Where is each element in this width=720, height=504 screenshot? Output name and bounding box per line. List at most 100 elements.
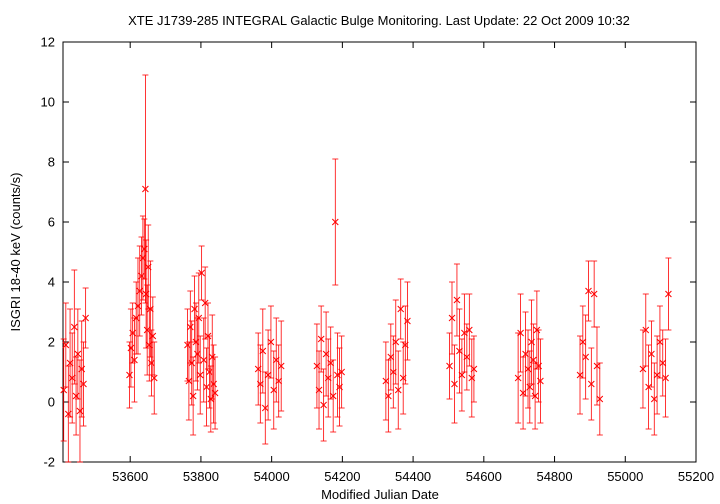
point-marker: [639, 365, 647, 373]
data-point: [189, 356, 197, 436]
y-tick-label: 8: [48, 155, 55, 170]
data-point: [191, 275, 198, 343]
y-tick-label: 6: [48, 215, 55, 230]
point-marker: [576, 371, 584, 379]
point-marker: [189, 392, 197, 400]
point-marker: [194, 350, 201, 358]
data-point: [138, 236, 145, 316]
point-marker: [329, 392, 337, 400]
point-marker: [196, 371, 204, 379]
data-point: [206, 335, 213, 409]
data-point: [382, 341, 390, 421]
point-marker: [211, 389, 219, 397]
point-marker: [456, 347, 463, 355]
data-point: [324, 338, 332, 418]
point-marker: [277, 362, 285, 370]
point-marker: [596, 395, 604, 403]
data-point: [149, 296, 157, 376]
point-marker: [149, 332, 157, 340]
data-point: [531, 362, 539, 430]
y-tick-label: -2: [43, 455, 55, 470]
point-marker: [522, 350, 529, 358]
data-point: [256, 344, 264, 424]
point-marker: [384, 392, 392, 400]
x-tick-label: 53600: [112, 469, 148, 484]
data-point: [576, 335, 584, 415]
point-marker: [453, 296, 461, 304]
y-ticks: -2 0 2 4 6 8 10 12: [41, 35, 696, 470]
y-axis-label: ISGRI 18-40 keV (counts/s): [8, 173, 23, 332]
point-marker: [317, 335, 325, 343]
point-marker: [198, 269, 205, 277]
point-marker: [272, 356, 280, 364]
data-point: [200, 317, 208, 403]
point-marker: [461, 329, 468, 337]
data-point: [270, 350, 278, 430]
data-point: [320, 368, 327, 442]
data-point: [272, 317, 280, 403]
data-point: [397, 278, 405, 340]
data-point: [211, 356, 219, 430]
point-marker: [138, 272, 145, 280]
data-point: [264, 329, 272, 421]
data-point: [585, 260, 592, 322]
data-point: [465, 293, 473, 367]
data-point: [656, 305, 664, 379]
data-point: [188, 320, 196, 406]
data-point: [70, 269, 78, 385]
x-ticks: 53600 53800 54000 54200 54400 54600 54800 55000…: [112, 42, 714, 484]
data-point: [60, 338, 68, 442]
data-point: [259, 308, 267, 394]
point-marker: [397, 305, 405, 313]
point-marker: [448, 314, 456, 322]
data-point: [146, 260, 154, 358]
data-point: [648, 320, 655, 388]
plot-border: [62, 41, 697, 463]
data-point: [470, 335, 478, 403]
point-marker: [270, 386, 278, 394]
data-points: [60, 74, 672, 463]
point-marker: [587, 380, 595, 388]
data-point: [404, 281, 411, 361]
y-tick-label: 10: [41, 95, 55, 110]
point-marker: [338, 368, 346, 376]
point-marker: [206, 368, 213, 376]
data-point: [327, 326, 335, 400]
point-marker: [579, 338, 587, 346]
data-point: [198, 245, 205, 301]
point-marker: [517, 329, 524, 337]
point-marker: [465, 326, 473, 334]
data-point: [579, 305, 587, 379]
data-point: [537, 338, 544, 424]
x-tick-label: 54400: [395, 469, 431, 484]
data-point: [74, 308, 82, 400]
point-marker: [186, 323, 194, 331]
point-marker: [392, 338, 400, 346]
point-marker: [195, 314, 203, 322]
point-marker: [514, 374, 522, 382]
data-point: [186, 290, 194, 364]
point-marker: [582, 353, 590, 361]
data-point: [194, 317, 201, 391]
point-marker: [463, 353, 471, 361]
data-point: [82, 287, 89, 349]
data-point: [139, 215, 147, 301]
point-marker: [131, 356, 138, 364]
point-marker: [188, 359, 196, 367]
data-point: [522, 311, 529, 397]
point-marker: [458, 371, 466, 379]
x-tick-label: 54200: [324, 469, 360, 484]
data-point: [338, 335, 346, 409]
data-point: [593, 326, 601, 406]
point-marker: [146, 305, 154, 313]
data-point: [582, 314, 590, 400]
point-marker: [126, 371, 133, 379]
data-point: [394, 350, 402, 430]
data-point: [389, 335, 397, 409]
data-point: [203, 347, 210, 427]
data-point: [392, 299, 400, 385]
data-point: [590, 260, 598, 328]
data-point: [448, 281, 456, 355]
point-marker: [256, 380, 264, 388]
